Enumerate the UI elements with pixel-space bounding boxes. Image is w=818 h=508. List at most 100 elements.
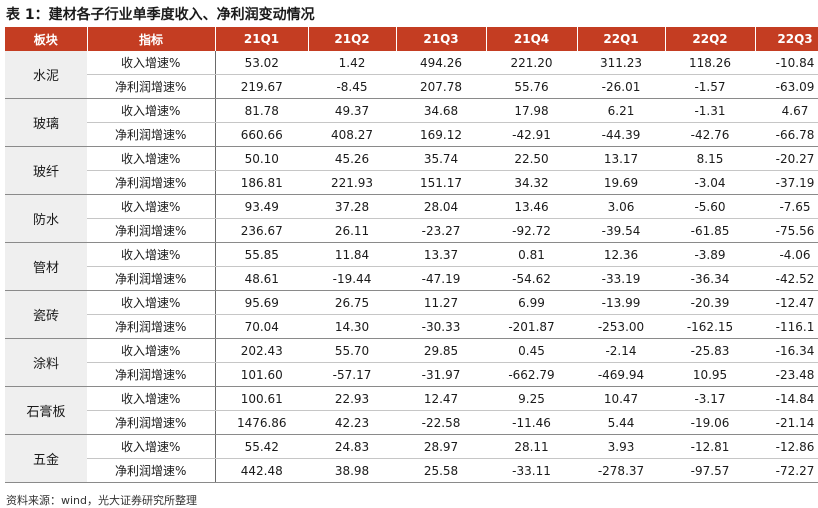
metric-cell: 净利润增速% — [87, 410, 216, 435]
value-cell: -42.76 — [665, 122, 755, 147]
source-note: 资料来源：wind，光大证券研究所整理 — [6, 494, 198, 507]
metric-cell: 收入增速% — [87, 386, 216, 411]
value-cell: 26.11 — [308, 218, 396, 243]
table-row: 瓷砖 收入增速% 95.69 26.75 11.27 6.99 -13.99 -20.39 -1… — [5, 290, 818, 339]
value-cell: -201.87 — [486, 314, 577, 339]
column-header: 22Q2 — [665, 27, 756, 51]
metric-cell: 净利润增速% — [87, 122, 216, 147]
value-cell: 50.10 — [215, 146, 308, 171]
metric-cell: 收入增速% — [87, 146, 216, 171]
value-cell: -7.65 — [755, 194, 818, 219]
value-cell: 12.36 — [577, 242, 665, 267]
value-cell: 29.85 — [396, 338, 486, 363]
value-cell: 28.11 — [486, 434, 577, 459]
sector-cell: 瓷砖 — [5, 290, 87, 339]
column-header: 21Q3 — [396, 27, 487, 51]
table-row: 净利润增速% 101.60 -57.17 -31.97 -662.79 -469.94 10… — [5, 362, 818, 387]
value-cell: 49.37 — [308, 98, 396, 123]
sector-cell: 玻纤 — [5, 146, 87, 195]
value-cell: 169.12 — [396, 122, 486, 147]
value-cell: 101.60 — [215, 362, 308, 387]
value-cell: 1.42 — [308, 51, 396, 75]
value-cell: 14.30 — [308, 314, 396, 339]
value-cell: -36.34 — [665, 266, 755, 291]
value-cell: 19.69 — [577, 170, 665, 195]
value-cell: 28.97 — [396, 434, 486, 459]
value-cell: -22.58 — [396, 410, 486, 435]
value-cell: 26.75 — [308, 290, 396, 315]
metric-cell: 收入增速% — [87, 290, 216, 315]
value-cell: 22.50 — [486, 146, 577, 171]
value-cell: -33.11 — [486, 458, 577, 483]
table-row: 净利润增速% 219.67 -8.45 207.78 55.76 -26.01 -1.57-… — [5, 74, 818, 99]
metric-cell: 净利润增速% — [87, 458, 216, 483]
value-cell: 55.70 — [308, 338, 396, 363]
table-row: 净利润增速% 1476.86 42.23 -22.58 -11.46 5.44 -19.06… — [5, 410, 818, 435]
value-cell: 221.20 — [486, 51, 577, 75]
header-row: 板块 指标 21Q1 21Q2 21Q3 21Q4 22Q1 22Q2 22Q3 — [5, 27, 818, 51]
value-cell: -23.27 — [396, 218, 486, 243]
column-header: 21Q4 — [486, 27, 578, 51]
value-cell: 13.37 — [396, 242, 486, 267]
value-cell: -42.91 — [486, 122, 577, 147]
value-cell: 13.17 — [577, 146, 665, 171]
value-cell: -20.39 — [665, 290, 755, 315]
value-cell: 37.28 — [308, 194, 396, 219]
value-cell: 11.84 — [308, 242, 396, 267]
value-cell: -162.15 — [665, 314, 755, 339]
value-cell: -12.86 — [755, 434, 818, 459]
value-cell: -13.99 — [577, 290, 665, 315]
value-cell: -1.31 — [665, 98, 755, 123]
value-cell: -20.27 — [755, 146, 818, 171]
value-cell: 4.67 — [755, 98, 818, 123]
metric-cell: 收入增速% — [87, 434, 216, 459]
value-cell: 25.58 — [396, 458, 486, 483]
value-cell: -30.33 — [396, 314, 486, 339]
metric-cell: 收入增速% — [87, 194, 216, 219]
value-cell: -116.1 — [755, 314, 818, 339]
table-row: 净利润增速% 186.81 221.93 151.17 34.32 19.69 -3.04-… — [5, 170, 818, 195]
value-cell: 0.45 — [486, 338, 577, 363]
value-cell: -31.97 — [396, 362, 486, 387]
metric-cell: 净利润增速% — [87, 74, 216, 99]
value-cell: 10.95 — [665, 362, 755, 387]
value-cell: 207.78 — [396, 74, 486, 99]
value-cell: -26.01 — [577, 74, 665, 99]
value-cell: 93.49 — [215, 194, 308, 219]
metric-cell: 净利润增速% — [87, 266, 216, 291]
sector-cell: 涂料 — [5, 338, 87, 387]
value-cell: 35.74 — [396, 146, 486, 171]
table-row: 净利润增速% 70.04 14.30 -30.33 -201.87 -253.00 -162… — [5, 314, 818, 339]
metric-cell: 净利润增速% — [87, 314, 216, 339]
value-cell: -10.84 — [755, 51, 818, 75]
data-table: 板块 指标 21Q1 21Q2 21Q3 21Q4 22Q1 22Q2 22Q3 水泥 收入增速%… — [5, 27, 818, 483]
value-cell: 1476.86 — [215, 410, 308, 435]
table-row: 五金 收入增速% 55.42 24.83 28.97 28.11 3.93 -12.81 -12… — [5, 434, 818, 483]
metric-cell: 收入增速% — [87, 51, 216, 75]
value-cell: 100.61 — [215, 386, 308, 411]
value-cell: 13.46 — [486, 194, 577, 219]
value-cell: -92.72 — [486, 218, 577, 243]
value-cell: -72.27 — [755, 458, 818, 483]
value-cell: -97.57 — [665, 458, 755, 483]
value-cell: -75.56 — [755, 218, 818, 243]
table-body: 水泥 收入增速% 53.02 1.42 494.26 221.20 311.23 118.26… — [5, 51, 818, 483]
column-header: 21Q2 — [308, 27, 397, 51]
value-cell: 202.43 — [215, 338, 308, 363]
value-cell: 494.26 — [396, 51, 486, 75]
value-cell: -66.78 — [755, 122, 818, 147]
metric-cell: 收入增速% — [87, 338, 216, 363]
value-cell: 5.44 — [577, 410, 665, 435]
value-cell: -5.60 — [665, 194, 755, 219]
table-row: 防水 收入增速% 93.49 37.28 28.04 13.46 3.06 -5.60 -7.6… — [5, 194, 818, 243]
table-row: 石膏板 收入增速% 100.61 22.93 12.47 9.25 10.47 -3.17 -1… — [5, 386, 818, 435]
value-cell: -8.45 — [308, 74, 396, 99]
value-cell: -19.06 — [665, 410, 755, 435]
value-cell: 24.83 — [308, 434, 396, 459]
value-cell: 17.98 — [486, 98, 577, 123]
value-cell: 408.27 — [308, 122, 396, 147]
value-cell: 311.23 — [577, 51, 665, 75]
value-cell: -25.83 — [665, 338, 755, 363]
sector-cell: 五金 — [5, 434, 87, 483]
value-cell: 221.93 — [308, 170, 396, 195]
